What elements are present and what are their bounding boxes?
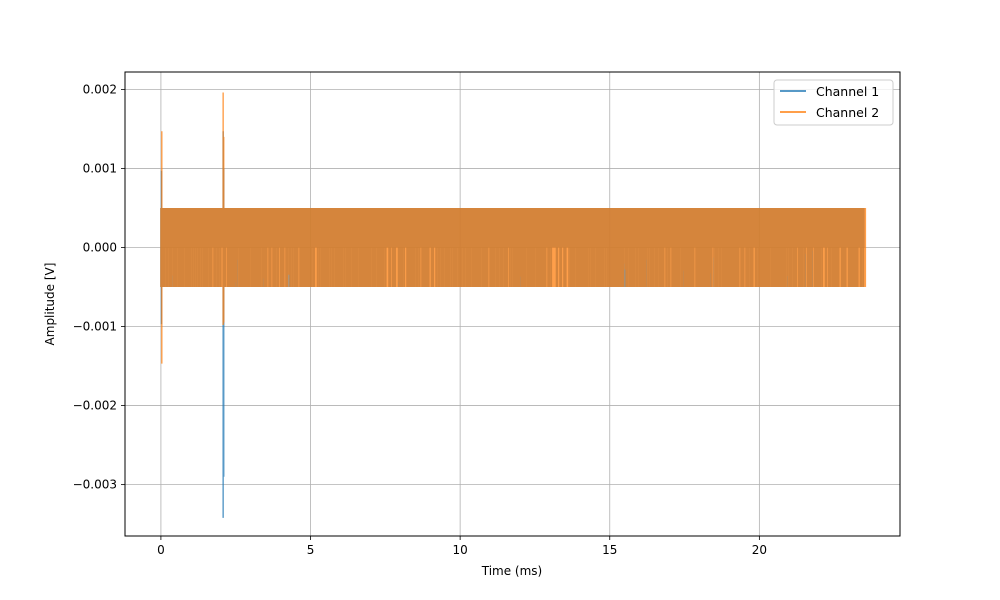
x-tick-label: 10 — [452, 543, 467, 557]
legend: Channel 1 Channel 2 — [773, 79, 894, 126]
x-tick-label: 20 — [752, 543, 767, 557]
legend-label-channel-1: Channel 1 — [816, 84, 879, 99]
y-tick-label: −0.003 — [73, 478, 117, 492]
legend-label-channel-2: Channel 2 — [816, 105, 879, 120]
y-tick-label: 0.002 — [83, 82, 117, 96]
x-axis-label: Time (ms) — [481, 564, 543, 578]
x-tick-label: 15 — [602, 543, 617, 557]
y-tick-label: 0.001 — [83, 161, 117, 175]
y-tick-label: −0.001 — [73, 320, 117, 334]
y-tick-label: −0.002 — [73, 399, 117, 413]
y-axis-label: Amplitude [V] — [43, 263, 57, 346]
y-axis-ticks: 0.002 0.001 0.000 −0.001 −0.002 −0.003 — [73, 82, 125, 492]
series-layer — [160, 92, 867, 518]
x-tick-label: 5 — [307, 543, 315, 557]
series-line-channel-2 — [160, 92, 867, 364]
x-tick-label: 0 — [157, 543, 165, 557]
x-axis-ticks: 0 5 10 15 20 — [157, 536, 767, 557]
y-tick-label: 0.000 — [83, 240, 117, 254]
plot-frame — [124, 71, 901, 537]
plot-area — [125, 72, 900, 536]
